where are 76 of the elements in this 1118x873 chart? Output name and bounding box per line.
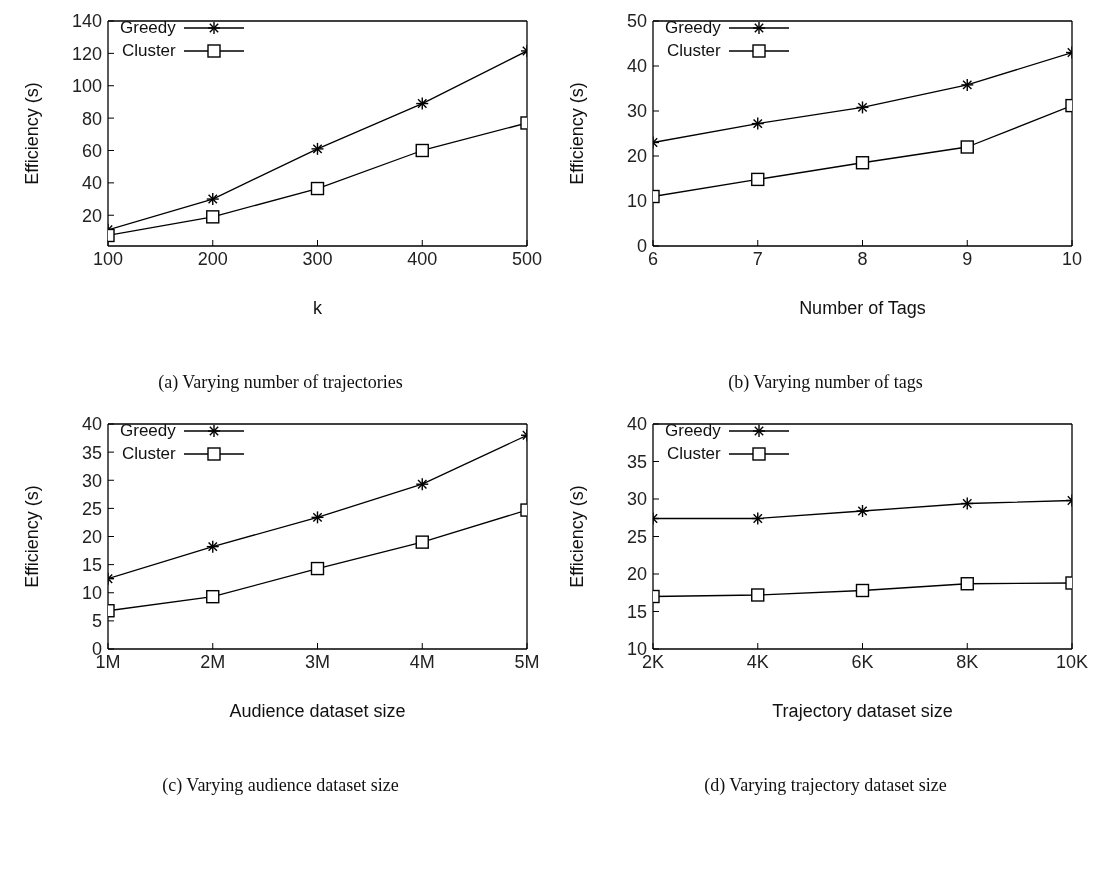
point [310,181,325,196]
x-axis-title: Number of Tags [799,298,926,318]
x-tick-label: 6K [851,651,874,672]
point [855,583,870,598]
text: (a) Varying number of trajectories [157,372,404,393]
legend-label: Cluster [121,443,176,464]
y-axis-title: Efficiency (s) [567,485,588,588]
y-tick-label: 35 [626,451,647,472]
point [310,561,325,576]
y-tick-label: 20 [626,564,647,585]
legend-label: Cluster [666,443,721,464]
text: (b) Varying number of tags [727,372,924,393]
point [206,589,220,604]
y-tick-label: 40 [81,173,102,194]
legend-label: Cluster [666,40,721,61]
point [751,588,765,602]
x-tick-label: 10K [1055,651,1089,672]
y-tick-label: 20 [626,146,647,167]
legend-label: Greedy [665,17,721,38]
x-tick-label: 7 [752,248,763,269]
point [751,172,765,187]
y-tick-label: 40 [626,56,647,77]
point [960,140,974,154]
x-axis-title: Audience dataset size [229,701,406,721]
x-tick-label: 8 [857,248,868,269]
y-tick-label: 15 [626,601,647,622]
x-tick-label: 5M [514,651,540,672]
y-tick-label: 120 [71,43,102,64]
y-tick-label: 10 [81,583,102,604]
y-tick-label: 140 [71,11,102,32]
y-tick-label: 30 [81,470,102,491]
x-tick-label: 2M [200,651,226,672]
y-tick-label: 80 [81,108,102,129]
x-tick-label: 4M [409,651,435,672]
y-tick-label: 25 [81,498,102,519]
y-tick-label: 35 [81,442,102,463]
y-tick-label: 100 [71,76,102,97]
legend-label: Greedy [120,17,176,38]
x-tick-label: 4K [746,651,769,672]
legend-label: Greedy [665,420,721,441]
y-tick-label: 20 [81,205,102,226]
x-tick-label: 200 [197,248,228,269]
point [415,535,429,549]
y-tick-label: 40 [81,414,102,435]
x-axis-title: k [313,298,323,318]
point [415,143,429,158]
x-tick-label: 400 [407,248,438,269]
text: (c) Varying audience dataset size [161,775,400,796]
point [855,156,870,170]
y-tick-label: 30 [626,489,647,510]
x-tick-label: 300 [302,248,333,269]
y-axis-title: Efficiency (s) [567,82,588,185]
x-tick-label: 10 [1061,248,1083,269]
y-tick-label: 50 [626,11,647,32]
legend-label: Cluster [121,40,176,61]
y-tick-label: 10 [626,191,647,212]
point [206,210,220,224]
x-tick-label: 9 [962,248,973,269]
y-tick-label: 20 [81,526,102,547]
y-tick-label: 40 [626,414,647,435]
x-tick-label: 6 [647,248,659,269]
x-tick-label: 500 [511,248,543,269]
y-tick-label: 5 [91,611,102,632]
y-tick-label: 15 [81,555,102,576]
y-tick-label: 60 [81,140,102,161]
y-axis-title: Efficiency (s) [22,82,43,185]
y-tick-label: 25 [626,526,647,547]
point [960,577,974,591]
y-tick-label: 30 [626,101,647,122]
y-tick-label: 0 [636,236,647,257]
x-tick-label: 8K [956,651,979,672]
text: (d) Varying trajectory dataset size [703,775,948,796]
x-axis-title: Trajectory dataset size [772,701,953,721]
y-axis-title: Efficiency (s) [22,485,43,588]
legend-label: Greedy [120,420,176,441]
x-tick-label: 3M [304,651,331,672]
